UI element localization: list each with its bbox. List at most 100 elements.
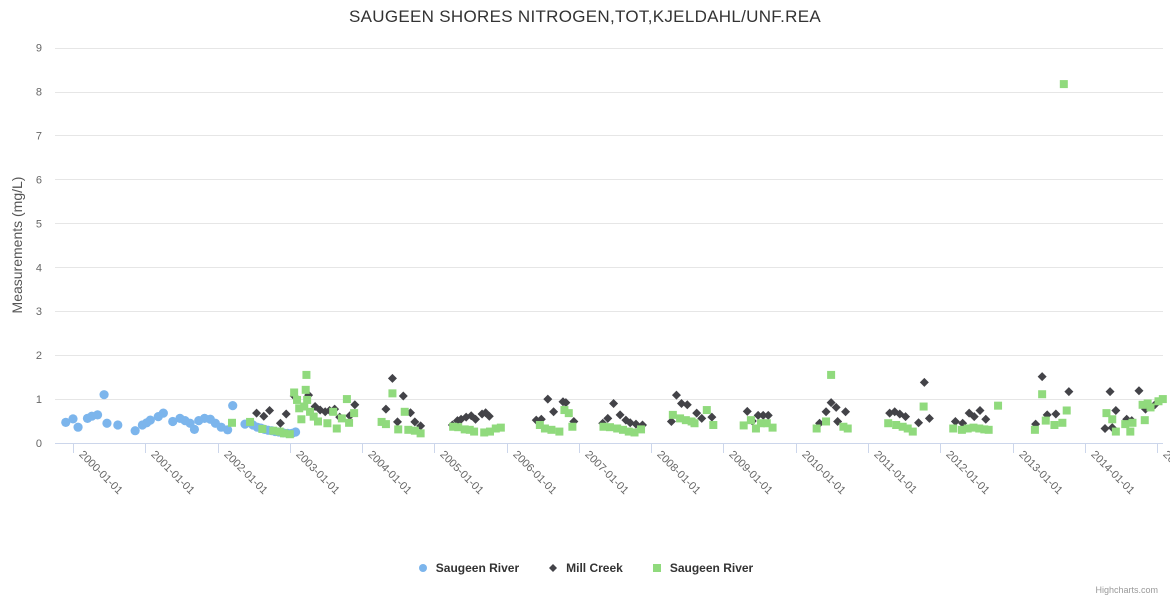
data-point[interactable]	[470, 427, 479, 436]
data-point[interactable]	[306, 407, 315, 416]
data-point[interactable]	[690, 419, 699, 428]
data-point[interactable]	[605, 423, 614, 432]
data-point[interactable]	[671, 390, 681, 400]
data-point[interactable]	[309, 412, 318, 421]
data-point[interactable]	[350, 400, 360, 410]
data-point[interactable]	[827, 370, 836, 379]
data-point[interactable]	[454, 423, 463, 432]
data-point[interactable]	[491, 424, 500, 433]
data-point[interactable]	[1108, 415, 1117, 424]
data-point[interactable]	[676, 414, 685, 423]
data-point[interactable]	[969, 423, 978, 432]
data-point[interactable]	[404, 425, 413, 434]
data-point[interactable]	[682, 400, 692, 410]
data-point[interactable]	[295, 404, 304, 413]
data-point[interactable]	[762, 419, 771, 428]
data-point[interactable]	[227, 418, 236, 427]
data-point[interactable]	[763, 410, 773, 420]
data-point[interactable]	[297, 415, 306, 424]
data-point[interactable]	[603, 413, 613, 423]
highcharts-credits[interactable]: Highcharts.com	[1095, 585, 1158, 595]
data-point[interactable]	[392, 417, 402, 427]
data-point[interactable]	[265, 405, 275, 415]
data-point[interactable]	[549, 407, 559, 417]
data-point[interactable]	[1134, 386, 1144, 396]
data-point[interactable]	[228, 401, 238, 411]
data-point[interactable]	[345, 418, 354, 427]
data-point[interactable]	[924, 413, 934, 423]
data-point[interactable]	[381, 404, 391, 414]
data-point[interactable]	[73, 422, 83, 432]
data-point[interactable]	[496, 423, 505, 432]
data-point[interactable]	[350, 409, 359, 418]
legend-item-mill-creek[interactable]: Mill Creek	[547, 561, 623, 575]
data-point[interactable]	[975, 424, 984, 433]
data-point[interactable]	[377, 417, 386, 426]
data-point[interactable]	[843, 424, 852, 433]
data-point[interactable]	[751, 424, 760, 433]
data-point[interactable]	[1041, 416, 1050, 425]
legend-item-saugeen-river[interactable]: Saugeen River	[417, 561, 519, 575]
data-point[interactable]	[1050, 420, 1059, 429]
data-point[interactable]	[189, 424, 200, 434]
data-point[interactable]	[381, 420, 390, 429]
data-point[interactable]	[293, 395, 302, 404]
data-point[interactable]	[707, 412, 717, 422]
data-point[interactable]	[99, 390, 109, 400]
data-point[interactable]	[984, 425, 993, 434]
data-point[interactable]	[831, 402, 841, 412]
data-point[interactable]	[387, 373, 397, 383]
data-point[interactable]	[1037, 372, 1047, 382]
data-point[interactable]	[624, 427, 633, 436]
data-point[interactable]	[564, 409, 573, 418]
data-point[interactable]	[839, 422, 848, 431]
data-point[interactable]	[668, 410, 677, 419]
data-point[interactable]	[313, 417, 322, 426]
data-point[interactable]	[547, 425, 556, 434]
data-point[interactable]	[400, 407, 409, 416]
data-point[interactable]	[758, 410, 768, 420]
data-point[interactable]	[275, 418, 285, 428]
data-point[interactable]	[301, 385, 310, 394]
data-point[interactable]	[981, 414, 991, 424]
data-point[interactable]	[742, 406, 752, 416]
data-point[interactable]	[1128, 418, 1137, 427]
data-point[interactable]	[1154, 397, 1163, 406]
data-point[interactable]	[697, 413, 707, 423]
data-point[interactable]	[337, 414, 346, 423]
data-point[interactable]	[702, 406, 711, 415]
data-point[interactable]	[332, 424, 341, 433]
data-point[interactable]	[394, 425, 403, 434]
data-point[interactable]	[342, 395, 351, 404]
data-point[interactable]	[269, 426, 278, 435]
data-point[interactable]	[252, 408, 262, 418]
data-point[interactable]	[615, 410, 625, 420]
data-point[interactable]	[300, 402, 309, 411]
data-point[interactable]	[884, 419, 893, 428]
data-point[interactable]	[275, 427, 284, 436]
data-point[interactable]	[410, 426, 419, 435]
data-point[interactable]	[168, 416, 178, 427]
data-point[interactable]	[290, 388, 299, 397]
data-point[interactable]	[484, 411, 494, 421]
data-point[interactable]	[618, 425, 627, 434]
legend-item-saugeen-river[interactable]: Saugeen River	[651, 561, 753, 575]
data-point[interactable]	[543, 394, 553, 404]
data-point[interactable]	[980, 425, 989, 434]
data-point[interactable]	[812, 424, 821, 433]
data-point[interactable]	[892, 420, 901, 429]
data-point[interactable]	[246, 417, 255, 426]
data-point[interactable]	[1038, 390, 1047, 399]
data-point[interactable]	[1111, 405, 1121, 415]
data-point[interactable]	[465, 425, 474, 434]
data-point[interactable]	[1059, 80, 1068, 89]
data-point[interactable]	[914, 418, 924, 428]
data-point[interactable]	[1105, 387, 1115, 397]
data-point[interactable]	[969, 412, 979, 422]
data-point[interactable]	[753, 410, 763, 420]
data-point[interactable]	[258, 424, 267, 433]
data-point[interactable]	[637, 425, 646, 434]
data-point[interactable]	[746, 416, 755, 425]
data-point[interactable]	[388, 389, 397, 398]
data-point[interactable]	[950, 416, 960, 426]
